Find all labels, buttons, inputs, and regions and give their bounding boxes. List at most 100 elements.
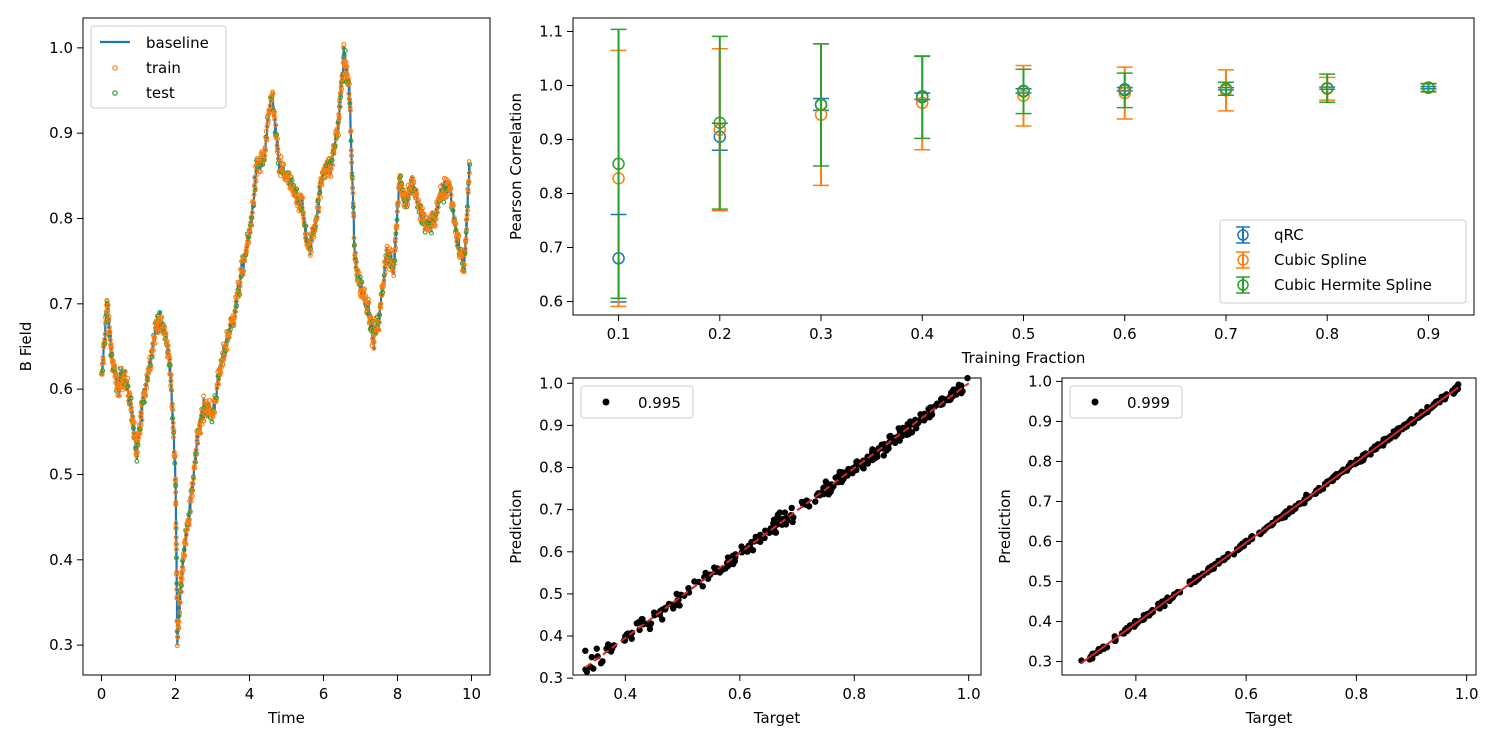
scatter-point <box>845 467 853 474</box>
train-point <box>378 305 383 311</box>
scatter-point <box>926 413 933 421</box>
train-point <box>186 517 192 523</box>
train-point <box>316 205 322 210</box>
train-point <box>179 576 185 582</box>
test-point <box>308 246 313 252</box>
train-point <box>174 618 180 624</box>
train-point <box>332 145 338 151</box>
scatter-point <box>746 543 754 551</box>
test-point <box>441 199 447 205</box>
train-point <box>109 350 115 356</box>
train-point <box>170 434 176 440</box>
train-point <box>379 292 385 298</box>
x-tick-label: 0.4 <box>910 325 934 343</box>
train-point <box>144 385 149 391</box>
scatter-point <box>593 645 600 652</box>
train-point <box>252 186 258 192</box>
scatter-point <box>691 578 698 585</box>
test-point <box>338 94 344 100</box>
x-tick-label: 2 <box>171 685 181 703</box>
y-tick-label: 0.4 <box>49 551 73 569</box>
train-point <box>392 236 398 242</box>
train-point <box>107 330 113 335</box>
y-tick-label: 1.0 <box>1028 372 1052 390</box>
test-point <box>294 186 300 192</box>
train-point <box>165 343 171 349</box>
legend-label-train: train <box>146 59 181 77</box>
train-point <box>267 109 272 115</box>
plot-area <box>582 374 971 675</box>
test-point <box>359 279 365 285</box>
train-point <box>336 132 341 138</box>
train-point <box>270 91 276 97</box>
train-point <box>444 194 449 200</box>
train-point <box>173 489 179 495</box>
train-point <box>247 227 253 233</box>
train-point <box>173 499 179 505</box>
scatter-point <box>836 468 843 476</box>
scatter-point <box>675 596 682 603</box>
train-point <box>349 153 354 159</box>
train-point <box>366 300 372 306</box>
train-point <box>193 459 199 465</box>
train-point <box>167 356 173 362</box>
train-point <box>237 283 243 289</box>
train-point <box>173 525 179 531</box>
train-point <box>147 367 153 373</box>
test-point <box>234 303 240 309</box>
legend: qRC Cubic Spline Cubic Hermite Spline <box>1219 219 1467 304</box>
scatter-point <box>931 403 938 410</box>
train-point <box>174 587 180 593</box>
test-point <box>332 143 338 149</box>
train-point <box>102 331 108 337</box>
train-point <box>381 281 387 287</box>
errorbar-cubic-hermite-spline <box>610 28 627 300</box>
x-tick-label: 0.7 <box>1214 325 1238 343</box>
train-point <box>329 162 335 168</box>
y-tick-label: 0.9 <box>1028 412 1052 430</box>
train-point <box>338 89 344 95</box>
y-axis-label: Prediction <box>996 489 1014 564</box>
train-point <box>263 128 269 134</box>
train-point <box>231 316 237 322</box>
train-point <box>319 182 325 188</box>
test-point <box>335 119 341 125</box>
train-point <box>348 147 354 153</box>
scatter-point <box>958 382 965 389</box>
train-point <box>409 175 415 180</box>
panel-prediction-left: 0.4 0.6 0.8 1.0 0.3 0.4 0.5 0.6 0.7 0.8 0.9 1.0 Targ… <box>507 374 982 727</box>
train-point <box>363 293 369 299</box>
train-point <box>314 214 320 220</box>
train-point <box>312 228 318 234</box>
scatter-point <box>824 489 831 496</box>
test-point <box>357 274 363 280</box>
errorbar-cubic-hermite-spline <box>1116 72 1133 109</box>
test-point <box>173 555 179 561</box>
test-point <box>148 362 153 368</box>
train-point <box>268 98 274 104</box>
scatter-point <box>864 460 871 467</box>
legend: 0.999 <box>1069 385 1183 419</box>
train-point <box>311 234 317 240</box>
train-point <box>188 498 194 504</box>
scatter-point <box>639 615 646 623</box>
train-point <box>215 381 221 387</box>
train-point <box>190 481 196 487</box>
train-point <box>185 526 190 532</box>
train-point <box>135 439 141 445</box>
train-point <box>116 393 122 399</box>
y-tick-label: 0.7 <box>539 501 563 519</box>
test-point <box>243 252 249 258</box>
train-point <box>183 541 189 547</box>
panel-correlation: 0.1 0.2 0.3 0.4 0.5 0.6 0.7 0.8 0.9 0.6 0.7 0.8 0.9 1… <box>507 17 1475 367</box>
train-point <box>335 130 341 136</box>
train-point <box>346 81 352 87</box>
scatter-point <box>912 425 920 432</box>
train-point <box>163 334 169 339</box>
train-point <box>226 335 232 340</box>
train-point <box>248 220 254 225</box>
test-point <box>428 230 434 236</box>
panel-prediction-right: 0.4 0.6 0.8 1.0 0.3 0.4 0.5 0.6 0.7 0.8 0.9 1.0 Targ… <box>996 372 1479 727</box>
train-point <box>448 185 454 191</box>
y-tick-label: 0.6 <box>1028 533 1052 551</box>
